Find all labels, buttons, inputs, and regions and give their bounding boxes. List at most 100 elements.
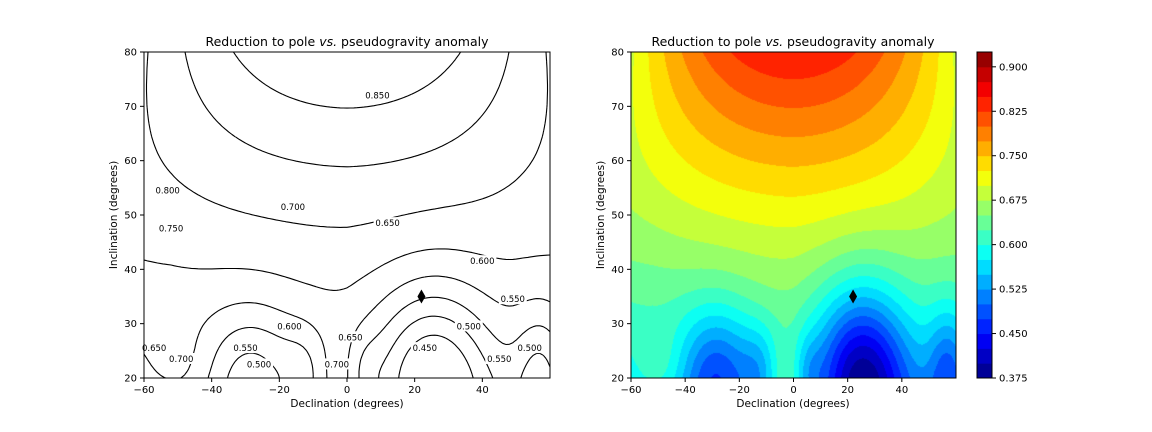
x-tick-label: 0 <box>790 385 796 396</box>
colorbar-tick-label: 0.600 <box>999 240 1028 251</box>
x-tick-label: 20 <box>408 385 421 396</box>
contour-label-bg <box>468 255 497 267</box>
x-tick-label: 40 <box>476 385 489 396</box>
left-x-ticks: −60 −40 −20 0 20 40 <box>133 378 489 396</box>
contour-label-bg <box>275 320 304 332</box>
colorbar-band <box>977 81 992 97</box>
colorbar-band <box>977 170 992 186</box>
colorbar-band <box>977 244 992 260</box>
contour-label-bg <box>245 358 274 370</box>
contour-label-bg <box>515 342 544 354</box>
x-tick-label: −20 <box>269 385 290 396</box>
colorbar-tick-label: 0.750 <box>999 151 1028 162</box>
colorbar-band <box>977 318 992 335</box>
colorbar-band <box>977 140 992 157</box>
contour-label: 0.650 <box>338 333 362 343</box>
contour-label: 0.750 <box>159 225 183 235</box>
contour-label-bg <box>454 320 483 332</box>
colorbar-band <box>977 289 992 305</box>
colorbar-band <box>977 126 992 142</box>
contour-label: 0.550 <box>233 344 257 354</box>
colorbar-tick-label: 0.450 <box>999 329 1028 340</box>
y-tick-label: 30 <box>124 319 137 330</box>
x-tick-label: 40 <box>895 385 908 396</box>
contour-label: 0.850 <box>365 91 389 101</box>
contour-label: 0.550 <box>487 355 511 365</box>
colorbar-band <box>977 259 992 275</box>
contour-label: 0.500 <box>247 360 271 370</box>
right-x-axis-label: Declination (degrees) <box>736 398 849 410</box>
contour-label-bg <box>153 184 182 196</box>
left-x-axis-label: Declination (degrees) <box>290 398 403 410</box>
y-tick-label: 20 <box>611 374 624 385</box>
colorbar-band <box>977 111 992 127</box>
y-tick-label: 70 <box>611 102 624 113</box>
x-tick-label: −40 <box>675 385 696 396</box>
colorbar-band <box>977 303 992 320</box>
colorbar-band <box>977 52 992 68</box>
contour-label: 0.650 <box>375 219 399 229</box>
x-tick-label: 20 <box>841 385 854 396</box>
colorbar <box>977 52 992 379</box>
contour-lines <box>143 51 551 379</box>
contour-line <box>398 334 474 379</box>
right-y-axis-label: Inclination (degrees) <box>595 161 607 269</box>
colorbar-band <box>977 96 992 112</box>
x-tick-label: −60 <box>620 385 641 396</box>
contour-label: 0.800 <box>156 187 180 197</box>
contour-label-bg <box>278 200 307 212</box>
y-tick-label: 40 <box>611 265 624 276</box>
contour-label-bg <box>167 352 196 364</box>
diamond-marker <box>417 289 426 304</box>
contour-label-bg <box>322 358 351 370</box>
contour-label-bg <box>363 89 392 101</box>
contour-labels: 0.8500.8000.7500.7000.6500.6000.5500.500… <box>140 89 544 370</box>
colorbar-band <box>977 348 992 364</box>
colorbar-frame <box>976 51 993 379</box>
colorbar-band <box>977 363 992 379</box>
colorbar-tick-label: 0.900 <box>999 62 1028 73</box>
contour-label-bg <box>410 342 439 354</box>
contour-label: 0.600 <box>470 257 494 267</box>
y-tick-label: 60 <box>124 156 137 167</box>
left-chart-title: Reduction to pole vs. pseudogravity anom… <box>205 34 489 49</box>
contour-line <box>226 315 551 379</box>
contour-label-bg <box>485 352 514 364</box>
contour-label: 0.500 <box>457 322 481 332</box>
contour-label: 0.550 <box>501 295 525 305</box>
diamond-marker <box>849 289 858 304</box>
contour-label: 0.650 <box>142 344 166 354</box>
colorbar-band <box>977 274 992 290</box>
contour-label: 0.700 <box>169 355 193 365</box>
y-tick-label: 20 <box>124 374 137 385</box>
y-tick-label: 50 <box>611 211 624 222</box>
contour-label: 0.700 <box>325 360 349 370</box>
colorbar-band <box>977 333 992 349</box>
x-tick-label: −40 <box>201 385 222 396</box>
y-tick-label: 50 <box>124 211 137 222</box>
left-y-ticks: 20 30 40 50 60 70 80 <box>124 48 144 385</box>
y-tick-label: 80 <box>124 48 137 59</box>
contour-label-bg <box>157 222 186 234</box>
colorbar-tick-label: 0.375 <box>999 374 1028 385</box>
y-tick-label: 40 <box>124 265 137 276</box>
left-plot-frame <box>143 51 551 379</box>
contour-label-bg <box>336 331 365 343</box>
contour-panel: Reduction to pole vs. pseudogravity anom… <box>108 34 551 410</box>
colorbar-ticks: 0.375 0.450 0.525 0.600 0.675 0.750 0.825 0.900 <box>992 62 1028 385</box>
contour-label: 0.700 <box>281 203 305 213</box>
y-tick-label: 30 <box>611 319 624 330</box>
contour-label-bg <box>498 293 527 305</box>
colorbar-band <box>977 229 992 246</box>
left-y-axis-label: Inclination (degrees) <box>108 161 120 269</box>
contour-label-bg <box>231 342 260 354</box>
colorbar-tick-label: 0.525 <box>999 285 1028 296</box>
contour-line <box>143 248 551 291</box>
colorbar-tick-label: 0.825 <box>999 107 1028 118</box>
right-x-ticks: −60 −40 −20 0 20 40 <box>620 378 908 396</box>
colorbar-band <box>977 155 992 172</box>
heatmap-image <box>631 52 956 378</box>
colorbar-band <box>977 200 992 216</box>
contour-label-bg <box>373 217 402 229</box>
right-y-ticks: 20 30 40 50 60 70 80 <box>611 48 631 385</box>
